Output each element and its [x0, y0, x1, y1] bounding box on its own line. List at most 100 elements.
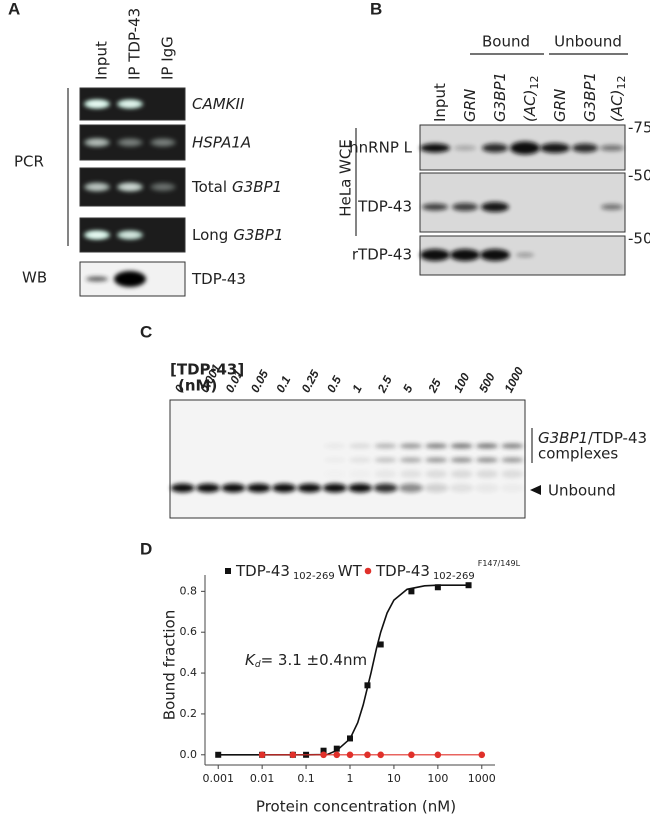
point — [258, 751, 266, 759]
complex-label: complexes — [538, 445, 618, 463]
concentration: 1 — [349, 382, 365, 395]
legend-marker — [364, 567, 372, 575]
band — [475, 457, 498, 463]
band — [121, 233, 139, 237]
conc-unit: (nM) — [178, 377, 217, 395]
point — [347, 735, 353, 742]
band — [323, 443, 346, 449]
band — [425, 457, 448, 463]
legend-sup: F147/149L — [478, 559, 521, 568]
y-tick-label: 0.4 — [180, 666, 198, 679]
gene: G3BP1 — [233, 226, 283, 244]
concentration: 0.1 — [273, 373, 293, 395]
band — [501, 470, 524, 478]
band — [601, 204, 623, 210]
point — [364, 751, 371, 759]
gene: G3BP1 — [491, 72, 509, 122]
legend-entry: TDP-43 102-269 WT — [235, 562, 363, 583]
band — [398, 483, 423, 493]
band — [374, 470, 397, 478]
column-header: G3BP1 — [491, 72, 509, 122]
group-label: Unbound — [554, 33, 622, 51]
band — [349, 457, 372, 463]
panel-label: B — [370, 0, 382, 18]
gene: (AC) — [608, 90, 626, 122]
row-label: CAMKII — [192, 95, 245, 113]
band — [114, 271, 146, 287]
column-header: IP IgG — [159, 36, 177, 80]
row-label: TDP-43 — [191, 270, 246, 288]
band — [373, 483, 398, 493]
gene: G3BP1 — [232, 178, 282, 196]
column-header: IP TDP-43 — [126, 8, 144, 80]
legend-name: TDP-43 — [375, 562, 430, 580]
band — [399, 457, 422, 463]
panel-label: D — [140, 539, 152, 558]
concentration: 0.5 — [324, 373, 344, 395]
band — [474, 483, 499, 493]
band — [88, 233, 106, 237]
band — [86, 276, 108, 282]
band — [121, 140, 139, 145]
column-header: GRN — [461, 89, 479, 122]
x-tick-label: 0.1 — [297, 772, 315, 785]
row-label: rTDP-43 — [352, 246, 412, 264]
point — [320, 751, 327, 759]
band — [88, 185, 106, 189]
legend-sub: 102-269 — [433, 571, 475, 582]
band — [121, 102, 139, 106]
band — [540, 143, 570, 153]
group-label: WB — [22, 269, 47, 287]
row-label: Long G3BP1 — [192, 226, 283, 244]
point — [333, 751, 341, 759]
y-tick-label: 0.8 — [180, 584, 198, 597]
group-label: PCR — [14, 153, 44, 171]
band — [450, 249, 480, 261]
complex-label: G3BP1/TDP-43 — [538, 429, 647, 447]
gene: G3BP1 — [538, 429, 588, 447]
band — [500, 484, 524, 493]
mw-marker: -50 — [628, 167, 650, 185]
point — [434, 584, 441, 591]
gel — [419, 172, 626, 233]
concentration: 100 — [451, 370, 473, 395]
band — [450, 457, 473, 463]
band — [349, 470, 371, 478]
point — [364, 682, 371, 689]
band — [196, 483, 221, 493]
line — [218, 584, 469, 756]
gene: G3BP1 — [581, 72, 599, 122]
band — [452, 203, 478, 211]
conc-label: [TDP-43] — [170, 361, 244, 379]
text: /TDP-43 — [588, 429, 647, 447]
label-text: TDP-43 — [191, 270, 246, 288]
column-header: G3BP1 — [581, 72, 599, 122]
group-label: Bound — [482, 33, 530, 51]
band — [510, 141, 540, 155]
subscript: 12 — [528, 76, 541, 90]
point — [478, 751, 486, 759]
x-tick-label: 0.01 — [250, 772, 275, 785]
band — [501, 457, 524, 463]
mw-marker: -50 — [628, 230, 650, 248]
band — [374, 443, 397, 449]
band — [600, 145, 624, 151]
y-axis-label: Bound fraction — [161, 610, 179, 720]
band — [88, 102, 106, 106]
x-axis-label: Protein concentration (nM) — [256, 798, 456, 816]
subscript: 12 — [615, 76, 628, 90]
point — [408, 751, 415, 759]
band — [449, 483, 474, 493]
band — [323, 457, 346, 463]
column-header: Input — [431, 83, 449, 122]
band — [420, 249, 450, 261]
point — [377, 641, 384, 648]
unbound-label: Unbound — [548, 482, 616, 500]
band — [272, 483, 297, 493]
gene: CAMKII — [192, 95, 245, 113]
band — [399, 470, 422, 478]
gene: HSPA1A — [192, 133, 251, 151]
band — [475, 443, 498, 449]
gene: (AC) — [521, 90, 539, 122]
